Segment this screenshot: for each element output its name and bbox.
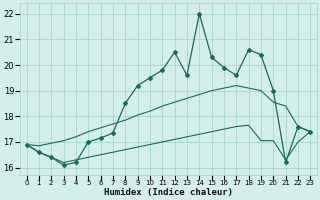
X-axis label: Humidex (Indice chaleur): Humidex (Indice chaleur)	[104, 188, 233, 197]
